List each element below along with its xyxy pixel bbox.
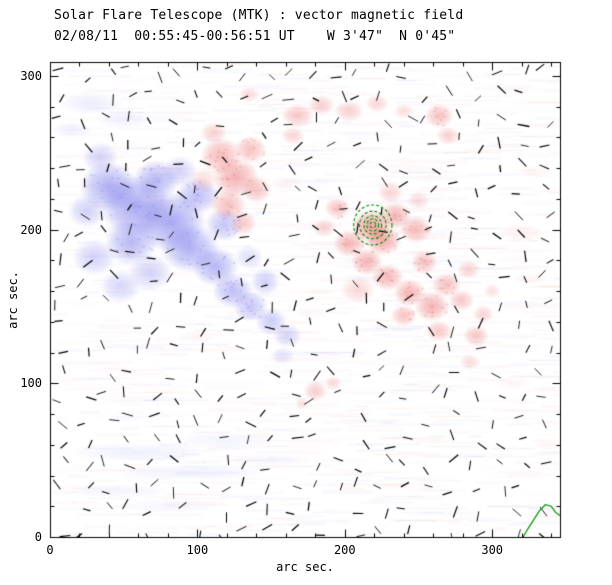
x-axis-label: arc sec. [276, 560, 334, 574]
x-tick-label: 0 [46, 543, 54, 557]
plot-title: Solar Flare Telescope (MTK) : vector mag… [54, 8, 464, 23]
y-tick-label: 100 [20, 376, 42, 391]
plot-subtitle: 02/08/11 00:55:45-00:56:51 UT W 3'47" N … [54, 29, 456, 44]
x-tick-label: 200 [333, 543, 356, 557]
y-tick-label: 200 [20, 222, 42, 237]
x-tick-label: 300 [481, 543, 504, 557]
x-tick-label: 100 [186, 543, 209, 557]
y-tick-label: 0 [34, 530, 42, 544]
y-tick-label: 300 [20, 68, 42, 83]
y-axis-label: arc sec. [6, 271, 20, 329]
